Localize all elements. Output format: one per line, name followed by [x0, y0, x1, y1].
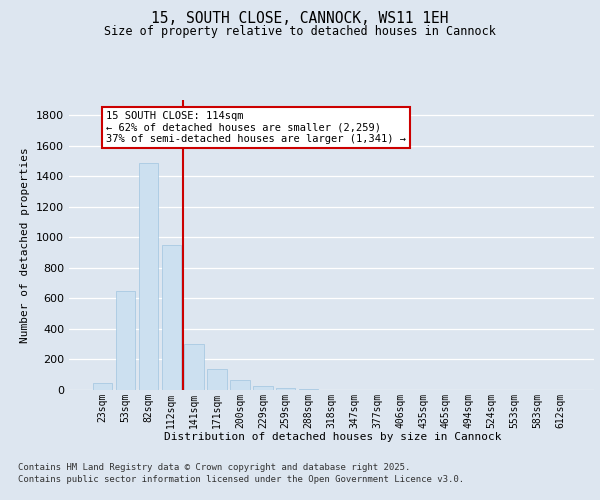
- Text: Distribution of detached houses by size in Cannock: Distribution of detached houses by size …: [164, 432, 502, 442]
- Bar: [161, 245, 181, 390]
- Text: Contains public sector information licensed under the Open Government Licence v3: Contains public sector information licen…: [18, 474, 464, 484]
- Bar: [139, 162, 158, 390]
- Text: 15 SOUTH CLOSE: 114sqm
← 62% of detached houses are smaller (2,259)
37% of semi-: 15 SOUTH CLOSE: 114sqm ← 62% of detached…: [106, 110, 406, 144]
- Bar: [208, 370, 227, 390]
- Text: 15, SOUTH CLOSE, CANNOCK, WS11 1EH: 15, SOUTH CLOSE, CANNOCK, WS11 1EH: [151, 11, 449, 26]
- Bar: [116, 291, 135, 390]
- Y-axis label: Number of detached properties: Number of detached properties: [20, 147, 31, 343]
- Text: Size of property relative to detached houses in Cannock: Size of property relative to detached ho…: [104, 25, 496, 38]
- Bar: [93, 383, 112, 390]
- Bar: [253, 386, 272, 390]
- Bar: [184, 344, 204, 390]
- Text: Contains HM Land Registry data © Crown copyright and database right 2025.: Contains HM Land Registry data © Crown c…: [18, 463, 410, 472]
- Bar: [299, 389, 319, 390]
- Bar: [230, 380, 250, 390]
- Bar: [276, 388, 295, 390]
